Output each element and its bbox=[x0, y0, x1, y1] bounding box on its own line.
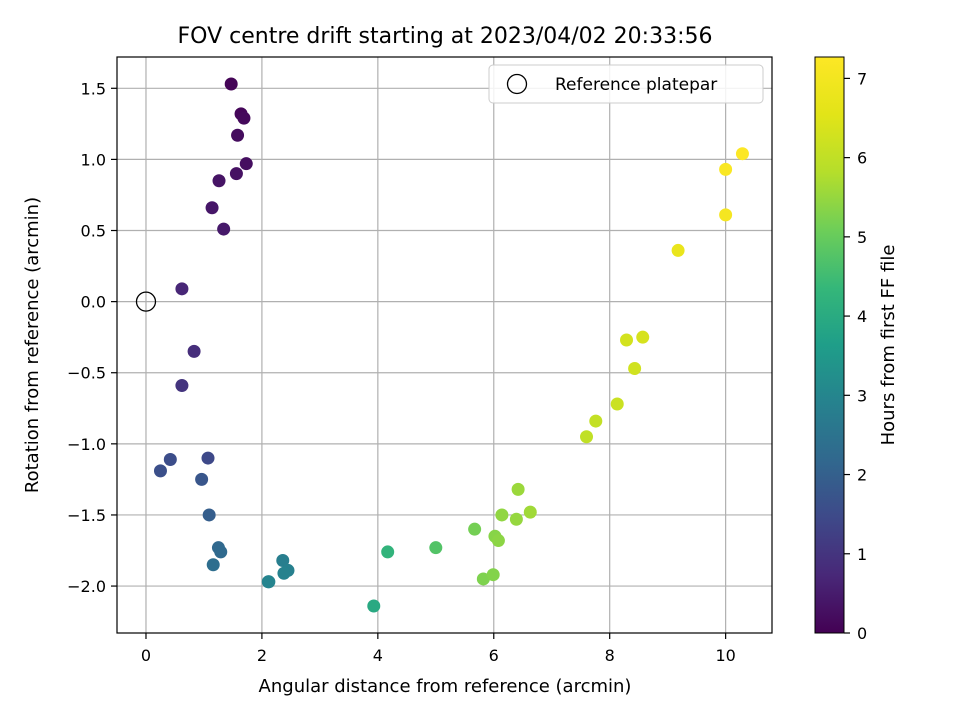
data-point bbox=[486, 568, 500, 582]
data-point bbox=[153, 464, 167, 478]
data-point bbox=[175, 379, 189, 393]
data-point bbox=[237, 111, 251, 125]
y-tick-label: 0.0 bbox=[81, 293, 106, 312]
x-tick-label: 8 bbox=[605, 646, 615, 665]
x-tick-label: 6 bbox=[489, 646, 499, 665]
data-point bbox=[719, 162, 733, 176]
data-point bbox=[491, 534, 505, 548]
data-point bbox=[476, 572, 490, 586]
y-axis-label: Rotation from reference (arcmin) bbox=[22, 197, 43, 493]
data-point bbox=[381, 545, 395, 559]
legend: Reference platepar bbox=[488, 64, 764, 104]
reference-platepar-marker bbox=[135, 291, 157, 312]
colorbar-tick-label: 0 bbox=[857, 624, 867, 643]
data-point bbox=[212, 174, 226, 188]
y-tick-label: −1.5 bbox=[67, 506, 106, 525]
colorbar-tick-label: 1 bbox=[857, 545, 867, 564]
data-point bbox=[217, 222, 231, 236]
colorbar-tick-label: 5 bbox=[857, 228, 867, 247]
data-point bbox=[214, 545, 228, 559]
colorbar-tick-label: 6 bbox=[857, 149, 867, 168]
data-point bbox=[175, 282, 189, 296]
data-point bbox=[239, 157, 253, 171]
data-point bbox=[262, 575, 276, 589]
reference-layer bbox=[135, 291, 157, 312]
x-axis-ticks: 0 2 4 6 8 10 bbox=[141, 633, 736, 665]
colorbar-gradient bbox=[814, 56, 845, 634]
data-point bbox=[231, 128, 245, 142]
x-tick-label: 0 bbox=[141, 646, 151, 665]
data-point bbox=[671, 243, 685, 257]
colorbar-tick-label: 2 bbox=[857, 466, 867, 485]
plot-frame bbox=[116, 56, 773, 634]
legend-open-circle-icon bbox=[506, 73, 528, 95]
data-point bbox=[187, 344, 201, 358]
y-tick-label: 0.5 bbox=[81, 222, 106, 241]
colorbar-ticks: 0 1 2 3 4 5 6 7 bbox=[844, 69, 867, 643]
legend-box bbox=[488, 64, 764, 104]
x-tick-label: 10 bbox=[715, 646, 735, 665]
data-point bbox=[735, 147, 749, 161]
data-point bbox=[628, 361, 642, 375]
data-point bbox=[163, 452, 177, 466]
x-tick-label: 4 bbox=[373, 646, 383, 665]
colorbar-tick-label: 7 bbox=[857, 69, 867, 88]
data-point bbox=[620, 333, 634, 347]
data-point bbox=[468, 522, 482, 536]
data-point bbox=[636, 330, 650, 344]
data-point bbox=[495, 508, 509, 522]
data-points bbox=[153, 77, 749, 613]
legend-label: Reference platepar bbox=[555, 75, 717, 95]
x-tick-label: 2 bbox=[257, 646, 267, 665]
data-point bbox=[610, 397, 624, 411]
data-point bbox=[511, 482, 525, 496]
data-point bbox=[229, 167, 243, 181]
data-point bbox=[224, 77, 238, 91]
data-point bbox=[195, 472, 209, 486]
data-point bbox=[429, 541, 443, 555]
y-tick-label: 1.5 bbox=[81, 79, 106, 98]
data-point bbox=[205, 201, 219, 215]
data-point bbox=[589, 414, 603, 428]
data-point bbox=[367, 599, 381, 613]
y-tick-label: −1.0 bbox=[67, 435, 106, 454]
data-point bbox=[276, 553, 290, 567]
data-point bbox=[206, 558, 220, 572]
colorbar-tick-label: 3 bbox=[857, 386, 867, 405]
colorbar-label: Hours from first FF file bbox=[878, 245, 899, 446]
data-point bbox=[277, 566, 291, 580]
y-tick-label: −2.0 bbox=[67, 577, 106, 596]
y-tick-label: −0.5 bbox=[67, 364, 106, 383]
data-point bbox=[509, 512, 523, 526]
y-axis-ticks: 1.5 1.0 0.5 0.0 −0.5 −1.0 −1.5 −2.0 bbox=[67, 79, 117, 596]
data-point bbox=[523, 505, 537, 519]
y-tick-label: 1.0 bbox=[81, 150, 106, 169]
chart-title: FOV centre drift starting at 2023/04/02 … bbox=[178, 24, 713, 49]
data-point bbox=[580, 430, 594, 444]
data-point bbox=[202, 508, 216, 522]
x-axis-label: Angular distance from reference (arcmin) bbox=[259, 676, 632, 697]
colorbar-tick-label: 4 bbox=[857, 307, 867, 326]
data-point bbox=[719, 208, 733, 222]
data-point bbox=[201, 451, 215, 465]
grid bbox=[117, 57, 772, 633]
colorbar: 0 1 2 3 4 5 6 7 Hours from first FF file bbox=[814, 56, 899, 643]
